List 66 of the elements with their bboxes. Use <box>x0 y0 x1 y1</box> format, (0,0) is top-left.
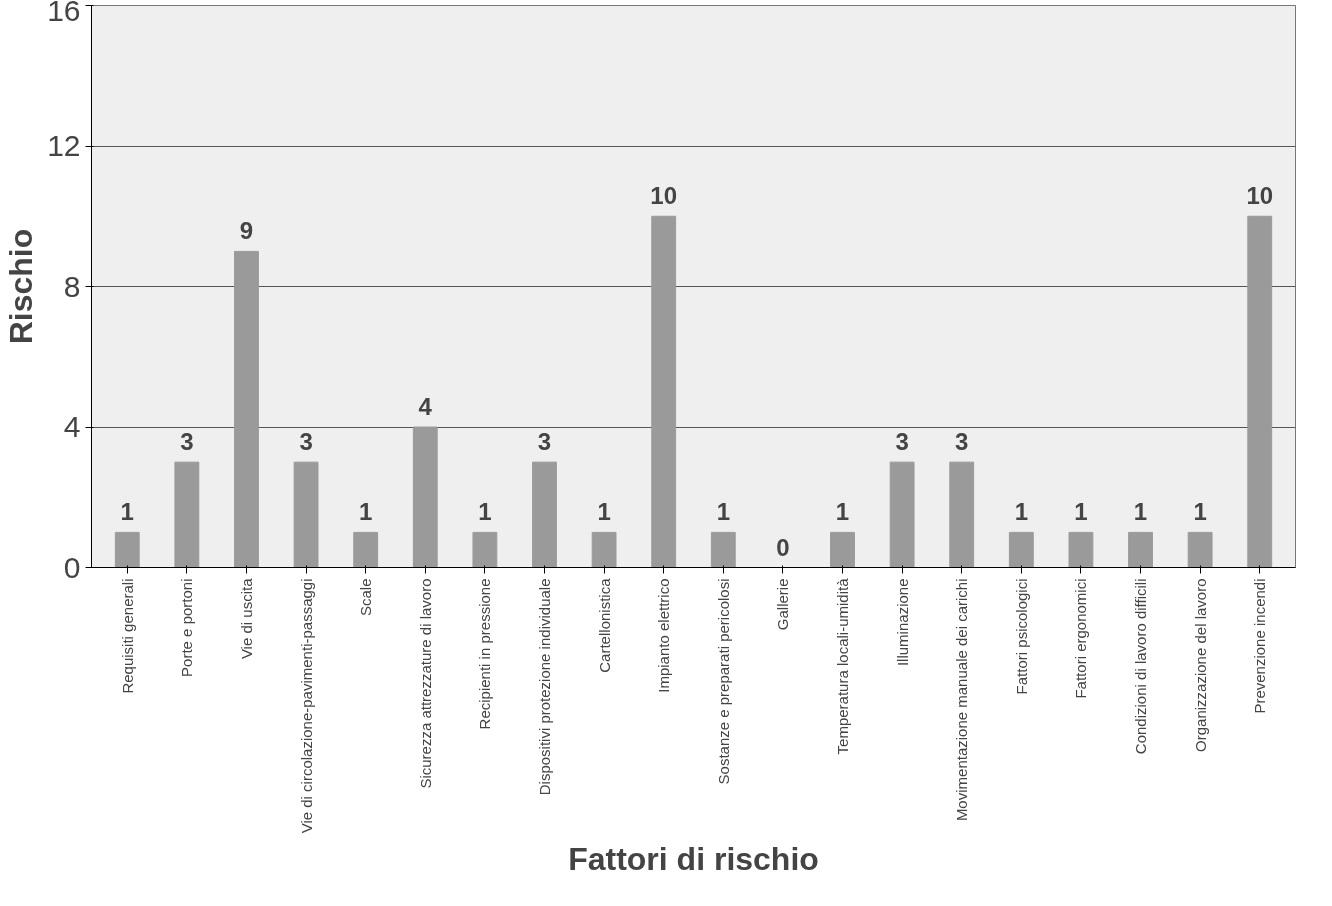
bar <box>1068 531 1094 568</box>
x-tick-label: Temperatura locali-umidità <box>834 577 852 755</box>
data-label: 1 <box>716 498 730 526</box>
x-axis-title: Fattori di rischio <box>568 841 819 878</box>
bar <box>591 531 617 568</box>
data-label: 9 <box>239 217 254 245</box>
data-label: 1 <box>1014 498 1029 526</box>
bar <box>174 461 200 568</box>
y-tick-label: 4 <box>63 410 81 443</box>
data-label: 1 <box>597 498 611 526</box>
x-tick-label: Porte e portoni <box>178 578 196 677</box>
bar <box>1187 531 1213 568</box>
data-label: 0 <box>776 533 790 561</box>
y-axis-title: Rischio <box>3 228 40 345</box>
x-tick-label: Vie di circolazione-pavimenti-passaggi <box>297 578 315 834</box>
bar <box>651 215 677 568</box>
bar <box>412 426 438 568</box>
x-tick-label: Prevenzione incendi <box>1251 578 1269 714</box>
data-label: 1 <box>835 498 850 526</box>
data-label: 1 <box>1193 498 1207 526</box>
bar <box>949 461 975 568</box>
x-tick-label: Vie di uscita <box>237 577 255 660</box>
x-tick-label: Recipienti in pressione <box>476 578 494 730</box>
y-tick-label: 12 <box>47 129 81 162</box>
data-label: 1 <box>1133 498 1148 526</box>
x-tick-label: Organizzazione del lavoro <box>1191 578 1209 752</box>
bar <box>1008 531 1034 568</box>
data-label: 4 <box>418 393 433 420</box>
bar <box>889 461 915 568</box>
data-label: 3 <box>537 428 552 456</box>
x-tick-label: Dispositivi protezione individuale <box>535 578 553 796</box>
data-label: 1 <box>478 498 492 526</box>
x-tick-label: Impianto elettrico <box>655 578 673 693</box>
bar <box>114 531 140 568</box>
bar <box>710 531 736 568</box>
x-tick-label: Movimentazione manuale dei carichi <box>953 578 971 822</box>
y-tick-label: 8 <box>63 269 81 303</box>
x-tick-label: Condizioni di lavoro difficili <box>1132 578 1150 755</box>
x-tick-label: Fattori ergonomici <box>1072 578 1090 699</box>
bar <box>532 461 557 568</box>
bar <box>1128 531 1153 568</box>
data-label: 1 <box>120 498 134 526</box>
x-tick-label: Fattori psicologici <box>1012 578 1030 695</box>
data-label: 3 <box>955 428 969 456</box>
data-label: 10 <box>1246 182 1274 210</box>
data-label: 3 <box>299 428 313 456</box>
data-label: 3 <box>180 428 194 456</box>
x-tick-label: Sostanze e preparati pericolosi <box>714 578 732 785</box>
bar <box>353 531 379 568</box>
x-tick-label: Sicurezza attrezzature di lavoro <box>416 578 434 789</box>
x-tick-label: Requisiti generali <box>118 578 136 694</box>
bar <box>830 531 855 568</box>
data-label: 1 <box>359 498 373 526</box>
y-tick-label: 0 <box>63 550 81 584</box>
x-tick-label: Cartellonistica <box>595 577 613 673</box>
bar <box>234 250 259 568</box>
bar <box>293 461 319 568</box>
data-label: 10 <box>650 182 678 210</box>
x-tick-label: Illuminazione <box>893 578 911 667</box>
bar <box>472 531 498 568</box>
bar <box>1247 215 1273 568</box>
data-label: 1 <box>1074 498 1088 526</box>
x-tick-label: Gallerie <box>774 578 792 631</box>
y-tick-label: 16 <box>47 0 81 27</box>
data-label: 3 <box>895 428 909 456</box>
x-tick-label: Scale <box>357 578 375 617</box>
